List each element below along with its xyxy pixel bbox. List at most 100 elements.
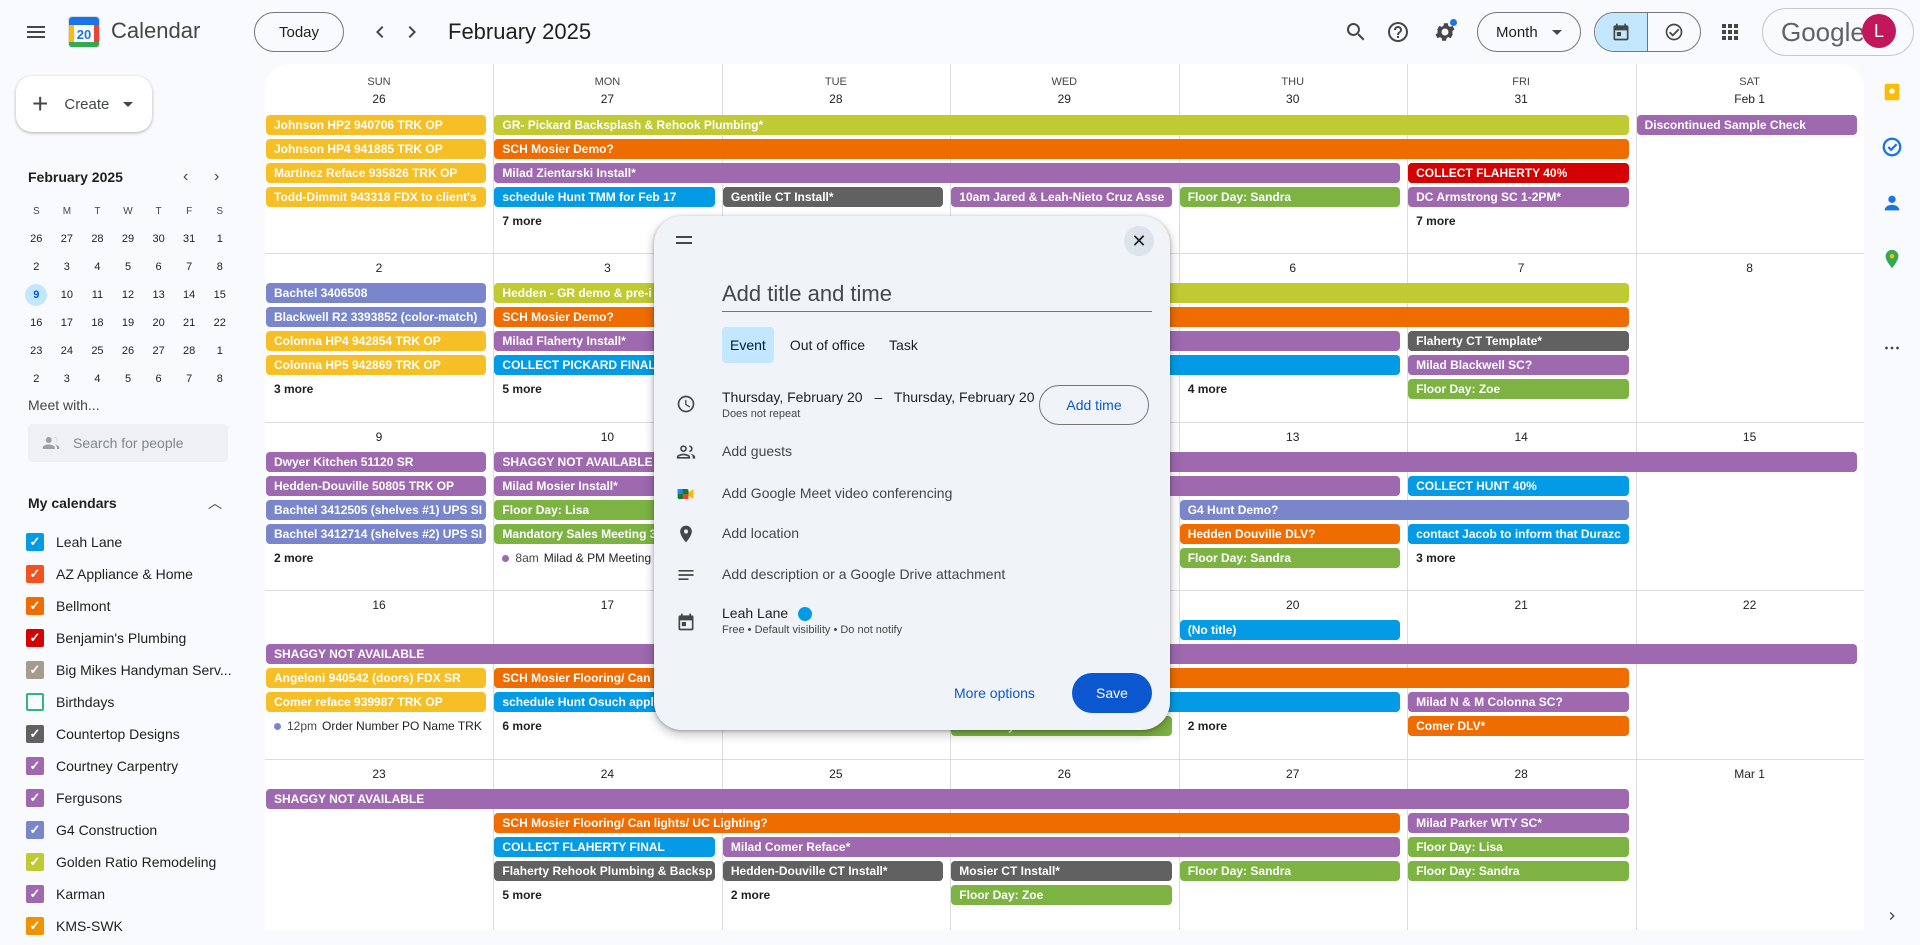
event-chip[interactable]: Martinez Reface 935826 TRK OP: [266, 163, 487, 183]
account-switcher[interactable]: Google: [1762, 8, 1914, 56]
day-number[interactable]: 27: [1286, 767, 1300, 781]
more-events-link[interactable]: 2 more: [730, 888, 771, 902]
mini-day[interactable]: 20: [152, 317, 165, 329]
mini-day[interactable]: 15: [213, 289, 226, 301]
event-chip[interactable]: Floor Day: Zoe: [1408, 379, 1629, 399]
event-chip[interactable]: COLLECT HUNT 40%: [1408, 476, 1629, 496]
day-number[interactable]: 13: [1286, 430, 1300, 444]
mini-day[interactable]: 8: [216, 373, 223, 385]
tasks-icon[interactable]: [1881, 136, 1903, 158]
day-number[interactable]: 22: [1742, 598, 1757, 612]
calendar-item[interactable]: ✓ KMS-SWK: [26, 910, 231, 942]
start-date[interactable]: Thursday, February 20: [722, 389, 863, 405]
tasks-view-toggle[interactable]: [1647, 13, 1700, 51]
mini-day[interactable]: 16: [30, 317, 43, 329]
day-number[interactable]: 24: [600, 767, 615, 781]
day-number[interactable]: 6: [1289, 261, 1297, 275]
day-number[interactable]: 31: [1514, 92, 1528, 106]
event-chip[interactable]: (No title): [1179, 620, 1401, 640]
event-chip[interactable]: Mosier CT Install*: [951, 861, 1172, 881]
day-number[interactable]: 21: [1514, 598, 1528, 612]
mini-day[interactable]: 4: [94, 373, 101, 385]
event-chip[interactable]: COLLECT FLAHERTY 40%: [1408, 163, 1629, 183]
add-location[interactable]: Add location: [722, 525, 800, 541]
event-chip[interactable]: SHAGGY NOT AVAILABLE: [266, 789, 1629, 809]
calendar-item[interactable]: ✓ Golden Ratio Remodeling: [26, 846, 231, 878]
day-number[interactable]: 30: [1286, 92, 1300, 106]
mini-day[interactable]: 13: [152, 289, 165, 301]
event-chip[interactable]: Hedden Douville DLV?: [1179, 524, 1401, 544]
more-events-link[interactable]: 7 more: [502, 214, 542, 228]
calendar-checkbox[interactable]: ✓: [26, 757, 44, 775]
calendar-item[interactable]: ✓ Countertop Designs: [26, 718, 231, 750]
close-icon[interactable]: ✕: [1124, 226, 1154, 256]
more-events-link[interactable]: 2 more: [274, 551, 314, 565]
event-chip[interactable]: Bachtel 3412714 (shelves #2) UPS SI: [266, 524, 487, 544]
mini-day[interactable]: 12: [121, 289, 135, 301]
search-icon[interactable]: [1336, 12, 1376, 52]
calendar-item[interactable]: ✓ AZ Appliance & Home: [26, 558, 231, 590]
next-month-icon[interactable]: [392, 12, 432, 52]
mini-day[interactable]: 28: [183, 345, 196, 357]
mini-day[interactable]: 30: [152, 233, 165, 245]
event-chip[interactable]: Gentile CT Install*: [722, 187, 944, 207]
save-button[interactable]: Save: [1072, 673, 1152, 713]
event-chip[interactable]: Hedden-Douville CT Install*: [722, 861, 944, 881]
chevron-right-icon[interactable]: [1884, 908, 1900, 924]
calendar-checkbox[interactable]: ✓: [26, 885, 44, 903]
more-options-button[interactable]: More options: [954, 685, 1035, 701]
mini-day[interactable]: 19: [121, 317, 135, 329]
create-button[interactable]: + Create: [16, 76, 152, 132]
calendar-item[interactable]: ✓ Fergusons: [26, 782, 231, 814]
calendar-checkbox[interactable]: ✓: [26, 821, 44, 839]
event-chip[interactable]: Colonna HP4 942854 TRK OP: [266, 331, 487, 351]
day-number[interactable]: 29: [1057, 92, 1071, 106]
event-chip[interactable]: SCH Mosier Flooring/ Can lights/ UC Ligh…: [494, 813, 1401, 833]
calendar-checkbox[interactable]: [26, 693, 44, 711]
mini-previous-icon[interactable]: ‹: [183, 168, 189, 185]
main-menu-icon[interactable]: [16, 12, 56, 52]
event-chip[interactable]: Hedden-Douville 50805 TRK OP: [266, 476, 487, 496]
event-chip[interactable]: Johnson HP4 941885 TRK OP: [266, 139, 487, 159]
mini-day[interactable]: 23: [30, 345, 43, 357]
mini-day[interactable]: 4: [94, 261, 101, 273]
event-chip[interactable]: Floor Day: Sandra: [1179, 187, 1401, 207]
search-people-input[interactable]: Search for people: [28, 424, 228, 462]
mini-day[interactable]: 6: [155, 373, 162, 385]
day-number[interactable]: 9: [375, 430, 383, 444]
calendar-item[interactable]: ✓ Karman: [26, 878, 231, 910]
event-chip[interactable]: DC Armstrong SC 1-2PM*: [1408, 187, 1629, 207]
mini-day[interactable]: 17: [60, 317, 73, 329]
mini-day[interactable]: 26: [30, 233, 43, 245]
mini-next-icon[interactable]: ›: [214, 168, 220, 185]
timed-event[interactable]: 8am Milad & PM Meeting: [502, 551, 716, 565]
add-google-meet[interactable]: Add Google Meet video conferencing: [722, 485, 953, 501]
day-number[interactable]: 16: [372, 598, 386, 612]
calendar-item[interactable]: Birthdays: [26, 686, 231, 718]
event-chip[interactable]: Comer reface 939987 TRK OP: [266, 692, 487, 712]
date-range[interactable]: Thursday, February 20 – Thursday, Februa…: [722, 389, 1035, 405]
calendar-item[interactable]: ✓ Benjamin's Plumbing: [26, 622, 231, 654]
mini-day[interactable]: 28: [91, 233, 104, 245]
day-number[interactable]: 3: [604, 261, 611, 275]
day-number[interactable]: 7: [1517, 261, 1525, 275]
drag-handle-icon[interactable]: [676, 236, 692, 248]
event-chip[interactable]: Colonna HP5 942869 TRK OP: [266, 355, 487, 375]
mini-day[interactable]: 8: [216, 261, 223, 273]
calendar-view-toggle[interactable]: [1595, 13, 1647, 51]
day-number[interactable]: 26: [372, 92, 386, 106]
event-chip[interactable]: SCH Mosier Demo?: [494, 139, 1629, 159]
add-description[interactable]: Add description or a Google Drive attach…: [722, 566, 1006, 582]
mini-day[interactable]: 14: [183, 289, 196, 301]
more-events-link[interactable]: 5 more: [502, 382, 542, 396]
mini-day[interactable]: 1: [216, 345, 223, 357]
view-selector[interactable]: Month: [1477, 12, 1581, 52]
event-chip[interactable]: G4 Hunt Demo?: [1179, 500, 1629, 520]
mini-day[interactable]: 3: [63, 261, 70, 273]
day-number[interactable]: 28: [1514, 767, 1528, 781]
event-chip[interactable]: contact Jacob to inform that Durazc: [1408, 524, 1629, 544]
day-number[interactable]: 17: [600, 598, 615, 612]
more-events-link[interactable]: 3 more: [274, 382, 314, 396]
mini-day[interactable]: 2: [33, 373, 40, 385]
tab-task[interactable]: Task: [889, 337, 918, 353]
